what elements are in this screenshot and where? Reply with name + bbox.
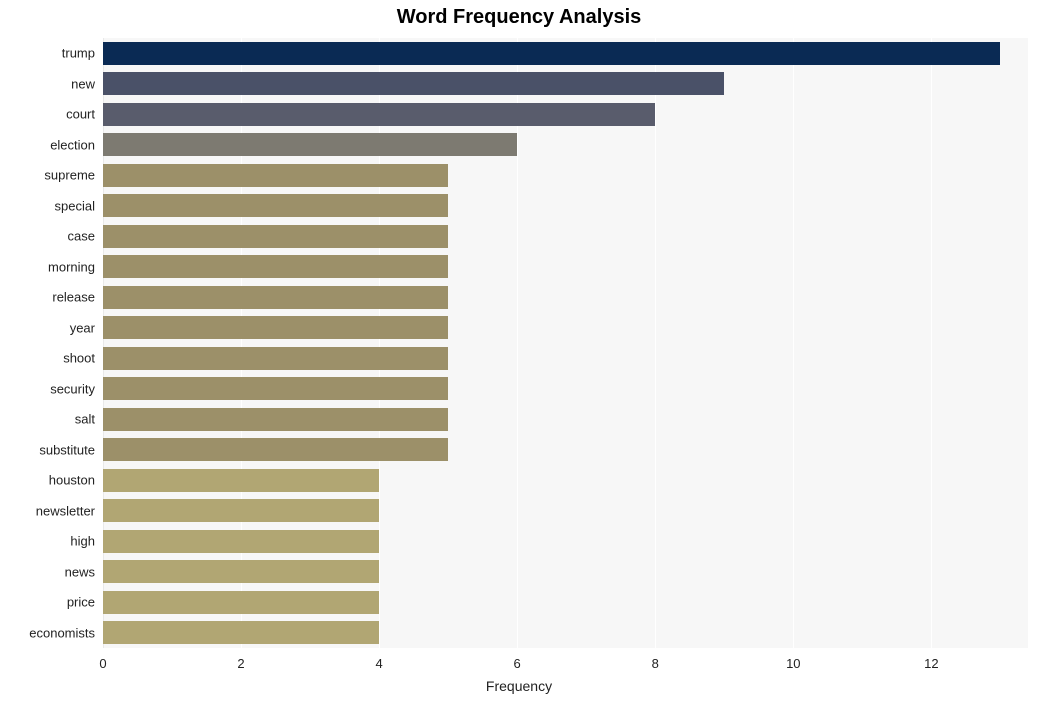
y-tick-label: court	[66, 107, 95, 122]
bar	[103, 469, 379, 492]
bar	[103, 560, 379, 583]
y-tick-label: supreme	[44, 168, 95, 183]
y-tick-label: price	[67, 595, 95, 610]
x-tick: 2	[237, 656, 244, 671]
y-tick-label: new	[71, 76, 95, 91]
bar	[103, 286, 448, 309]
gridline	[103, 38, 104, 648]
bar	[103, 194, 448, 217]
bar	[103, 621, 379, 644]
bar	[103, 225, 448, 248]
word-frequency-chart: Word Frequency Analysis trump new court ele…	[0, 0, 1038, 701]
bar	[103, 316, 448, 339]
x-tick: 6	[514, 656, 521, 671]
bar	[103, 591, 379, 614]
bar	[103, 377, 448, 400]
y-tick-label: salt	[75, 412, 95, 427]
chart-title: Word Frequency Analysis	[0, 6, 1038, 29]
y-tick-label: special	[55, 198, 95, 213]
bar	[103, 133, 517, 156]
gridline	[655, 38, 656, 648]
gridline	[379, 38, 380, 648]
bar	[103, 499, 379, 522]
gridline	[241, 38, 242, 648]
gridline	[931, 38, 932, 648]
y-tick-label: release	[52, 290, 95, 305]
bar	[103, 438, 448, 461]
bar	[103, 255, 448, 278]
y-tick-label: morning	[48, 259, 95, 274]
y-tick-label: economists	[29, 625, 95, 640]
y-tick-label: news	[65, 564, 95, 579]
bar	[103, 347, 448, 370]
x-tick: 8	[652, 656, 659, 671]
bar	[103, 164, 448, 187]
y-tick-label: year	[70, 320, 95, 335]
bar	[103, 530, 379, 553]
bar	[103, 103, 655, 126]
y-tick-label: newsletter	[36, 503, 95, 518]
y-tick-label: shoot	[63, 351, 95, 366]
y-tick-label: election	[50, 137, 95, 152]
y-tick-label: houston	[49, 473, 95, 488]
gridline	[793, 38, 794, 648]
y-tick-label: security	[50, 381, 95, 396]
y-tick-label: high	[70, 534, 95, 549]
y-axis-labels: trump new court election supreme special case m…	[0, 38, 95, 648]
y-tick-label: substitute	[39, 442, 95, 457]
x-tick: 0	[99, 656, 106, 671]
bar	[103, 408, 448, 431]
gridline	[517, 38, 518, 648]
x-tick: 10	[786, 656, 800, 671]
x-tick: 4	[375, 656, 382, 671]
y-tick-label: trump	[62, 46, 95, 61]
bar	[103, 42, 1000, 65]
x-axis-label: Frequency	[0, 678, 1038, 694]
plot-area	[103, 38, 1028, 648]
bar	[103, 72, 724, 95]
x-tick: 12	[924, 656, 938, 671]
y-tick-label: case	[68, 229, 95, 244]
